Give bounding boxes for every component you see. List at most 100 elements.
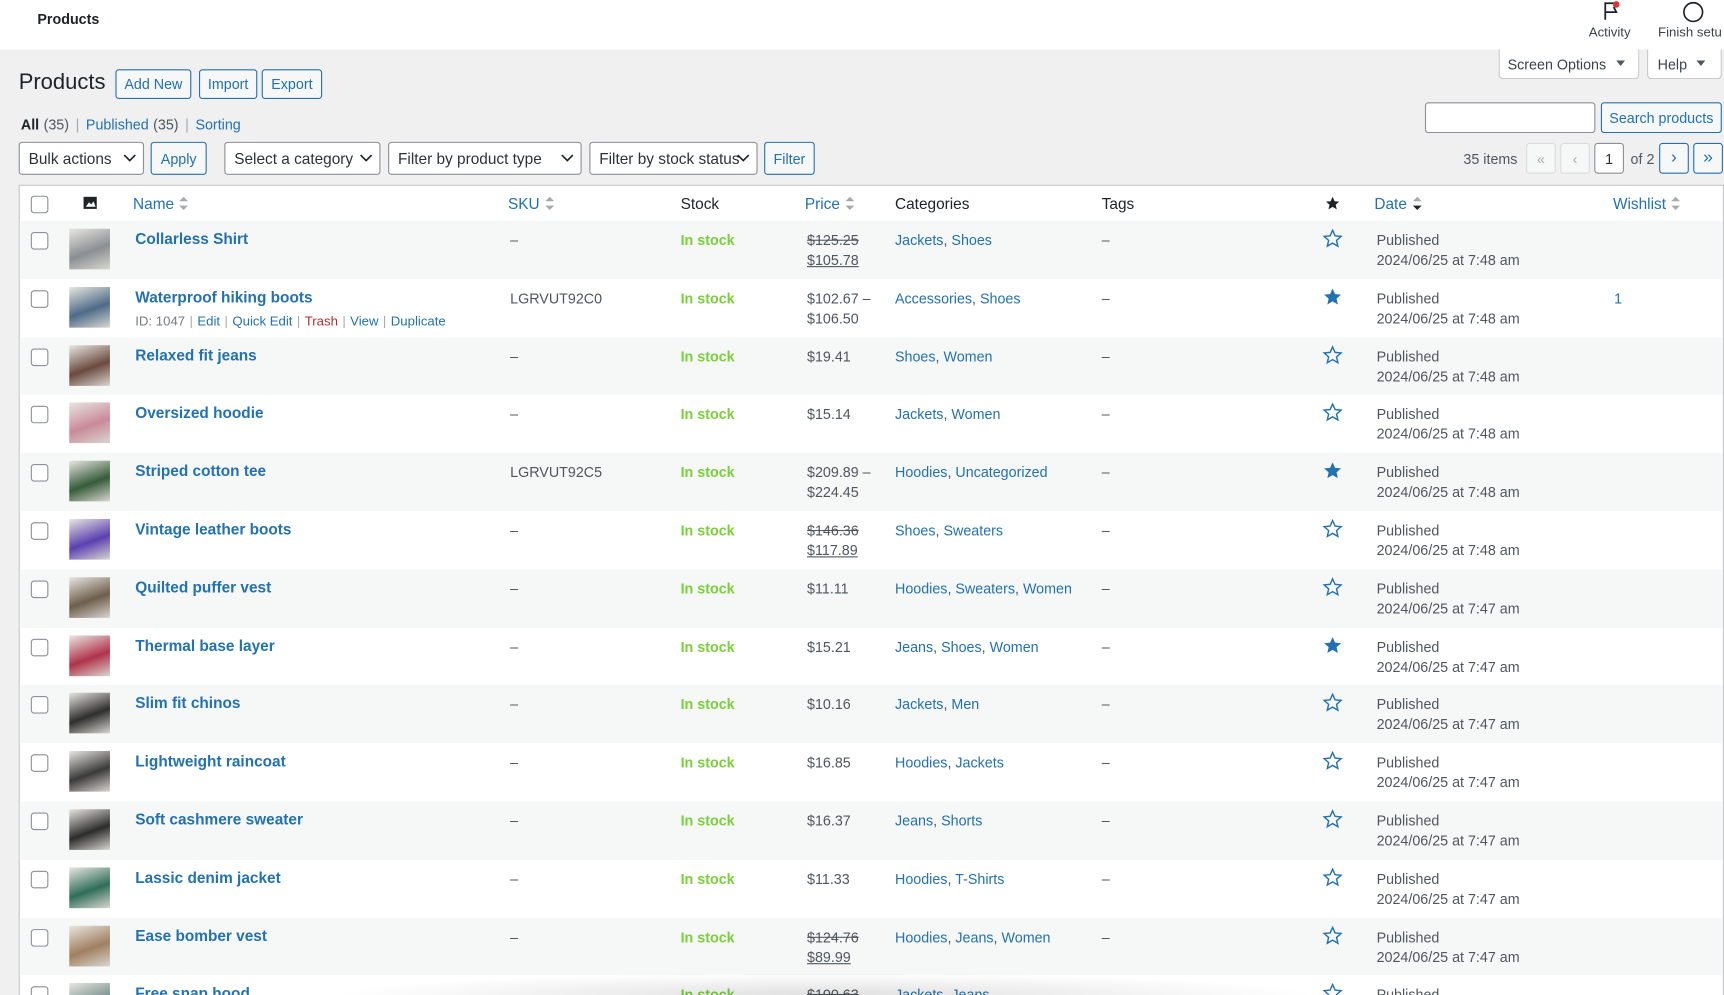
category-link[interactable]: Jeans	[951, 987, 989, 995]
next-page[interactable]: ›	[1659, 142, 1689, 174]
column-header[interactable]: Date	[1374, 194, 1407, 213]
category-link[interactable]: Hoodies	[894, 580, 948, 597]
row-checkbox[interactable]	[30, 986, 49, 995]
product-thumbnail[interactable]	[69, 344, 110, 386]
featured-star[interactable]	[1323, 287, 1343, 307]
help-tab[interactable]: Help	[1647, 49, 1722, 80]
category-link[interactable]: T-Shirts	[955, 870, 1005, 888]
product-name[interactable]: Vintage leather boots	[135, 520, 292, 538]
column-header[interactable]: SKU	[507, 194, 540, 213]
category-link[interactable]: Sweaters	[943, 522, 1004, 539]
category-link[interactable]: Jeans	[894, 638, 934, 655]
featured-star[interactable]	[1322, 228, 1343, 249]
product-name[interactable]: Quilted puffer vest	[135, 578, 272, 596]
category-link[interactable]: Shorts	[941, 812, 983, 830]
row-checkbox[interactable]	[30, 522, 49, 540]
stock-filter[interactable]: Filter by stock status	[589, 141, 758, 175]
product-name[interactable]: Slim fit chinos	[135, 694, 241, 712]
row-checkbox[interactable]	[30, 928, 49, 947]
product-name[interactable]: Oversized hoodie	[135, 403, 264, 422]
product-name[interactable]: Waterproof hiking boots	[135, 287, 313, 306]
category-link[interactable]: Jeans	[894, 812, 934, 830]
featured-star[interactable]	[1322, 751, 1343, 771]
category-link[interactable]: Shoes	[951, 231, 992, 249]
view-link[interactable]: Sorting	[195, 116, 241, 134]
last-page[interactable]: »	[1693, 142, 1723, 174]
row-action[interactable]: Quick Edit	[232, 313, 293, 329]
filter-button[interactable]: Filter	[764, 141, 815, 175]
category-link[interactable]: Jackets	[895, 987, 943, 995]
category-link[interactable]: Jackets	[894, 696, 944, 713]
view-link[interactable]: All	[20, 116, 40, 134]
category-link[interactable]: Hoodies	[894, 464, 948, 481]
column-header[interactable]: Wishlist	[1612, 194, 1667, 213]
category-link[interactable]: Jackets	[955, 754, 1004, 771]
product-thumbnail[interactable]	[69, 228, 110, 270]
row-checkbox[interactable]	[30, 290, 49, 308]
product-thumbnail[interactable]	[69, 693, 110, 734]
wishlist-count[interactable]: 1	[1614, 290, 1623, 307]
view-link[interactable]: Published	[85, 116, 149, 134]
select-all[interactable]	[30, 195, 49, 214]
product-name[interactable]: Relaxed fit jeans	[135, 345, 257, 364]
row-action[interactable]: Trash	[304, 313, 338, 329]
product-thumbnail[interactable]	[69, 460, 110, 502]
category-link[interactable]: Women	[1022, 580, 1072, 597]
row-checkbox[interactable]	[30, 580, 49, 598]
product-name[interactable]: Free snap hood	[135, 984, 250, 995]
header-button[interactable]: Export	[261, 69, 323, 99]
row-checkbox[interactable]	[30, 231, 49, 250]
category-link[interactable]: Women	[989, 638, 1039, 655]
product-thumbnail[interactable]	[69, 286, 110, 328]
product-name[interactable]: Striped cotton tee	[135, 461, 267, 480]
category-link[interactable]: Jeans	[955, 928, 994, 946]
prev-page[interactable]: ‹	[1560, 142, 1590, 174]
category-filter[interactable]: Select a category	[224, 141, 381, 175]
stock-label[interactable]: Filter by stock status	[599, 149, 740, 168]
featured-star[interactable]	[1322, 344, 1343, 365]
column-header[interactable]: Name	[133, 194, 175, 213]
product-name[interactable]: Soft cashmere sweater	[135, 810, 303, 828]
category-link[interactable]: Jackets	[894, 231, 944, 249]
category-link[interactable]: Uncategorized	[955, 464, 1048, 481]
row-checkbox[interactable]	[30, 812, 49, 831]
page-input[interactable]: 1	[1594, 142, 1624, 174]
product-name[interactable]: Thermal base layer	[135, 636, 275, 654]
header-button[interactable]: Add New	[115, 69, 192, 99]
category-link[interactable]: Hoodies	[894, 754, 948, 771]
type-filter[interactable]: Filter by product type	[388, 141, 582, 175]
activity-icon[interactable]	[1602, 0, 1622, 22]
row-checkbox[interactable]	[30, 464, 49, 482]
finish-label[interactable]: Finish setu	[1658, 24, 1722, 40]
category-link[interactable]: Shoes	[941, 638, 982, 655]
product-thumbnail[interactable]	[69, 518, 110, 560]
product-name[interactable]: Collarless Shirt	[135, 229, 249, 248]
featured-star[interactable]	[1322, 809, 1343, 829]
activity-label[interactable]: Activity	[1588, 24, 1631, 40]
header-button[interactable]: Import	[199, 69, 258, 99]
screen-options[interactable]: Screen Options	[1498, 49, 1640, 80]
search-button[interactable]: Search products	[1600, 102, 1722, 134]
bulk-actions[interactable]: Bulk actions	[18, 141, 145, 175]
featured-star[interactable]	[1322, 518, 1343, 539]
category-link[interactable]: Women	[1001, 928, 1051, 946]
category-link[interactable]: Hoodies	[894, 870, 948, 888]
featured-star[interactable]	[1322, 693, 1343, 713]
featured-star[interactable]	[1322, 867, 1343, 887]
product-thumbnail[interactable]	[69, 635, 110, 676]
row-action[interactable]: Duplicate	[390, 313, 446, 329]
search-input[interactable]	[1424, 102, 1596, 134]
product-thumbnail[interactable]	[69, 402, 110, 444]
product-thumbnail[interactable]	[69, 867, 110, 908]
category-label[interactable]: Select a category	[234, 149, 354, 168]
bulk-label[interactable]: Bulk actions	[28, 149, 112, 168]
featured-star[interactable]	[1322, 402, 1343, 423]
featured-star[interactable]	[1323, 461, 1343, 481]
product-name[interactable]: Lightweight raincoat	[135, 752, 286, 770]
featured-star[interactable]	[1323, 635, 1343, 655]
product-thumbnail[interactable]	[69, 809, 110, 850]
first-page[interactable]: «	[1526, 142, 1556, 174]
product-name[interactable]: Lassic denim jacket	[135, 868, 281, 886]
featured-star[interactable]	[1322, 925, 1343, 945]
row-checkbox[interactable]	[30, 870, 49, 889]
